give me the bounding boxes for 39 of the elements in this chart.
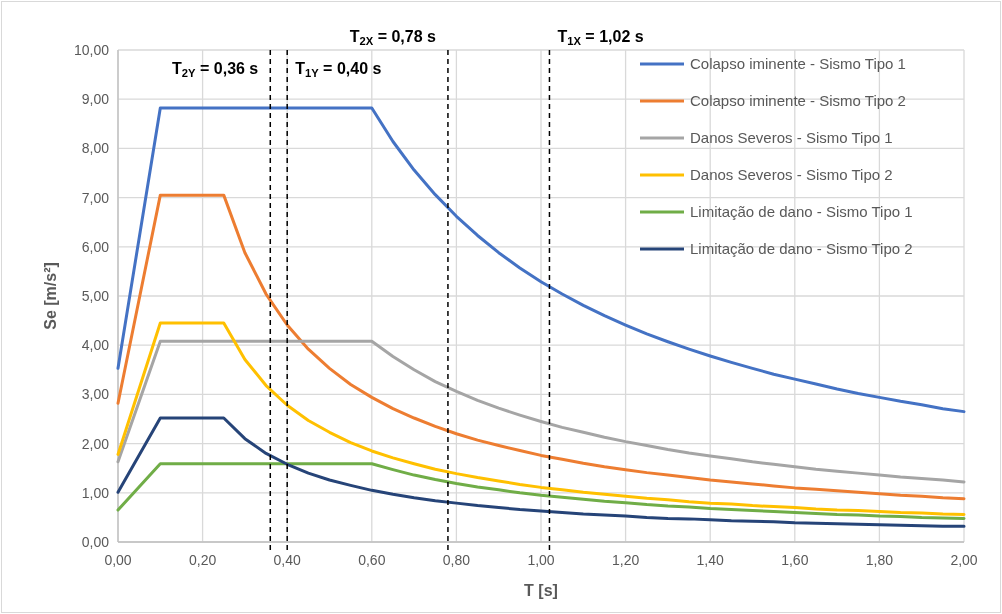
- line-series: [116, 339, 966, 484]
- x-tick-label: 0,80: [442, 552, 471, 568]
- y-tick-label: 5,00: [81, 288, 110, 304]
- y-tick-label: 7,00: [81, 189, 110, 206]
- legend-label: Limitação de dano - Sismo Tipo 1: [690, 203, 913, 220]
- x-tick-label: 0,40: [273, 552, 302, 568]
- ref-line-label: T$_{1X}$ = 1,02 s: [557, 28, 644, 47]
- line-series: [116, 193, 966, 501]
- x-tick-label: 0,60: [358, 552, 386, 568]
- x-tick-label: 0,00: [104, 552, 132, 568]
- x-tick-label: 0,20: [188, 552, 217, 568]
- y-tick-label: 8,00: [81, 140, 110, 157]
- y-tick-label: 2,00: [81, 435, 110, 452]
- y-tick-label: 4,00: [81, 337, 110, 354]
- x-tick-label: 1,40: [696, 552, 725, 568]
- legend-label: Colapso iminente - Sismo Tipo 2: [690, 92, 906, 109]
- legend-label: Colapso iminente - Sismo Tipo 1: [690, 55, 906, 72]
- y-tick-label: 3,00: [81, 386, 110, 403]
- legend-label: Danos Severos - Sismo Tipo 2: [690, 166, 893, 183]
- x-tick-label: 2,00: [950, 552, 978, 568]
- y-axis-title: Se [m/s²]: [42, 262, 59, 330]
- ref-line-label: T$_{2Y}$ = 0,36 s: [172, 60, 259, 79]
- y-tick-label: 10,00: [73, 42, 110, 58]
- y-tick-label: 1,00: [81, 484, 110, 501]
- y-tick-label: 6,00: [81, 238, 110, 255]
- legend-label: Limitação de dano - Sismo Tipo 2: [690, 240, 913, 257]
- ref-line-label: T$_{1Y}$ = 0,40 s: [295, 60, 382, 79]
- x-tick-label: 1,00: [527, 552, 555, 568]
- line-series: [116, 462, 966, 520]
- y-tick-label: 9,00: [81, 91, 110, 108]
- x-tick-label: 1,80: [865, 552, 894, 568]
- line-series: [116, 321, 966, 516]
- y-tick-label: 0,00: [81, 534, 110, 550]
- x-tick-label: 1,20: [611, 552, 640, 568]
- ref-line-label: T$_{2X}$ = 0,78 s: [349, 28, 437, 47]
- legend-label: Danos Severos - Sismo Tipo 1: [690, 129, 893, 146]
- line-series: [116, 416, 966, 528]
- x-tick-label: 1,60: [781, 552, 809, 568]
- x-axis-title: T [s]: [524, 582, 558, 599]
